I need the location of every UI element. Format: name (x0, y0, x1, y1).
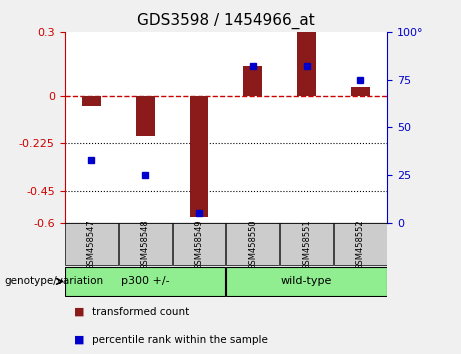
Title: GDS3598 / 1454966_at: GDS3598 / 1454966_at (137, 13, 315, 29)
Bar (226, 267, 387, 296)
Text: GSM458551: GSM458551 (302, 219, 311, 270)
Bar (119, 223, 171, 265)
Text: genotype/variation: genotype/variation (5, 276, 104, 286)
Bar (82, 96, 101, 106)
Text: ■: ■ (74, 335, 84, 345)
Text: GSM458548: GSM458548 (141, 219, 150, 270)
Bar (65, 267, 225, 296)
Bar (297, 32, 316, 96)
Bar (351, 87, 370, 96)
Bar (136, 96, 154, 136)
Text: percentile rank within the sample: percentile rank within the sample (92, 335, 268, 345)
Text: GSM458550: GSM458550 (248, 219, 257, 270)
Text: wild-type: wild-type (281, 276, 332, 286)
Text: GSM458552: GSM458552 (356, 219, 365, 270)
Bar (243, 66, 262, 96)
Text: p300 +/-: p300 +/- (121, 276, 170, 286)
Text: transformed count: transformed count (92, 307, 189, 316)
Bar (226, 223, 279, 265)
Text: ■: ■ (74, 307, 84, 316)
Bar (65, 223, 118, 265)
Text: GSM458547: GSM458547 (87, 219, 96, 270)
Bar (334, 223, 387, 265)
Bar (172, 223, 225, 265)
Bar (280, 223, 333, 265)
Bar (189, 96, 208, 217)
Text: GSM458549: GSM458549 (195, 219, 203, 270)
